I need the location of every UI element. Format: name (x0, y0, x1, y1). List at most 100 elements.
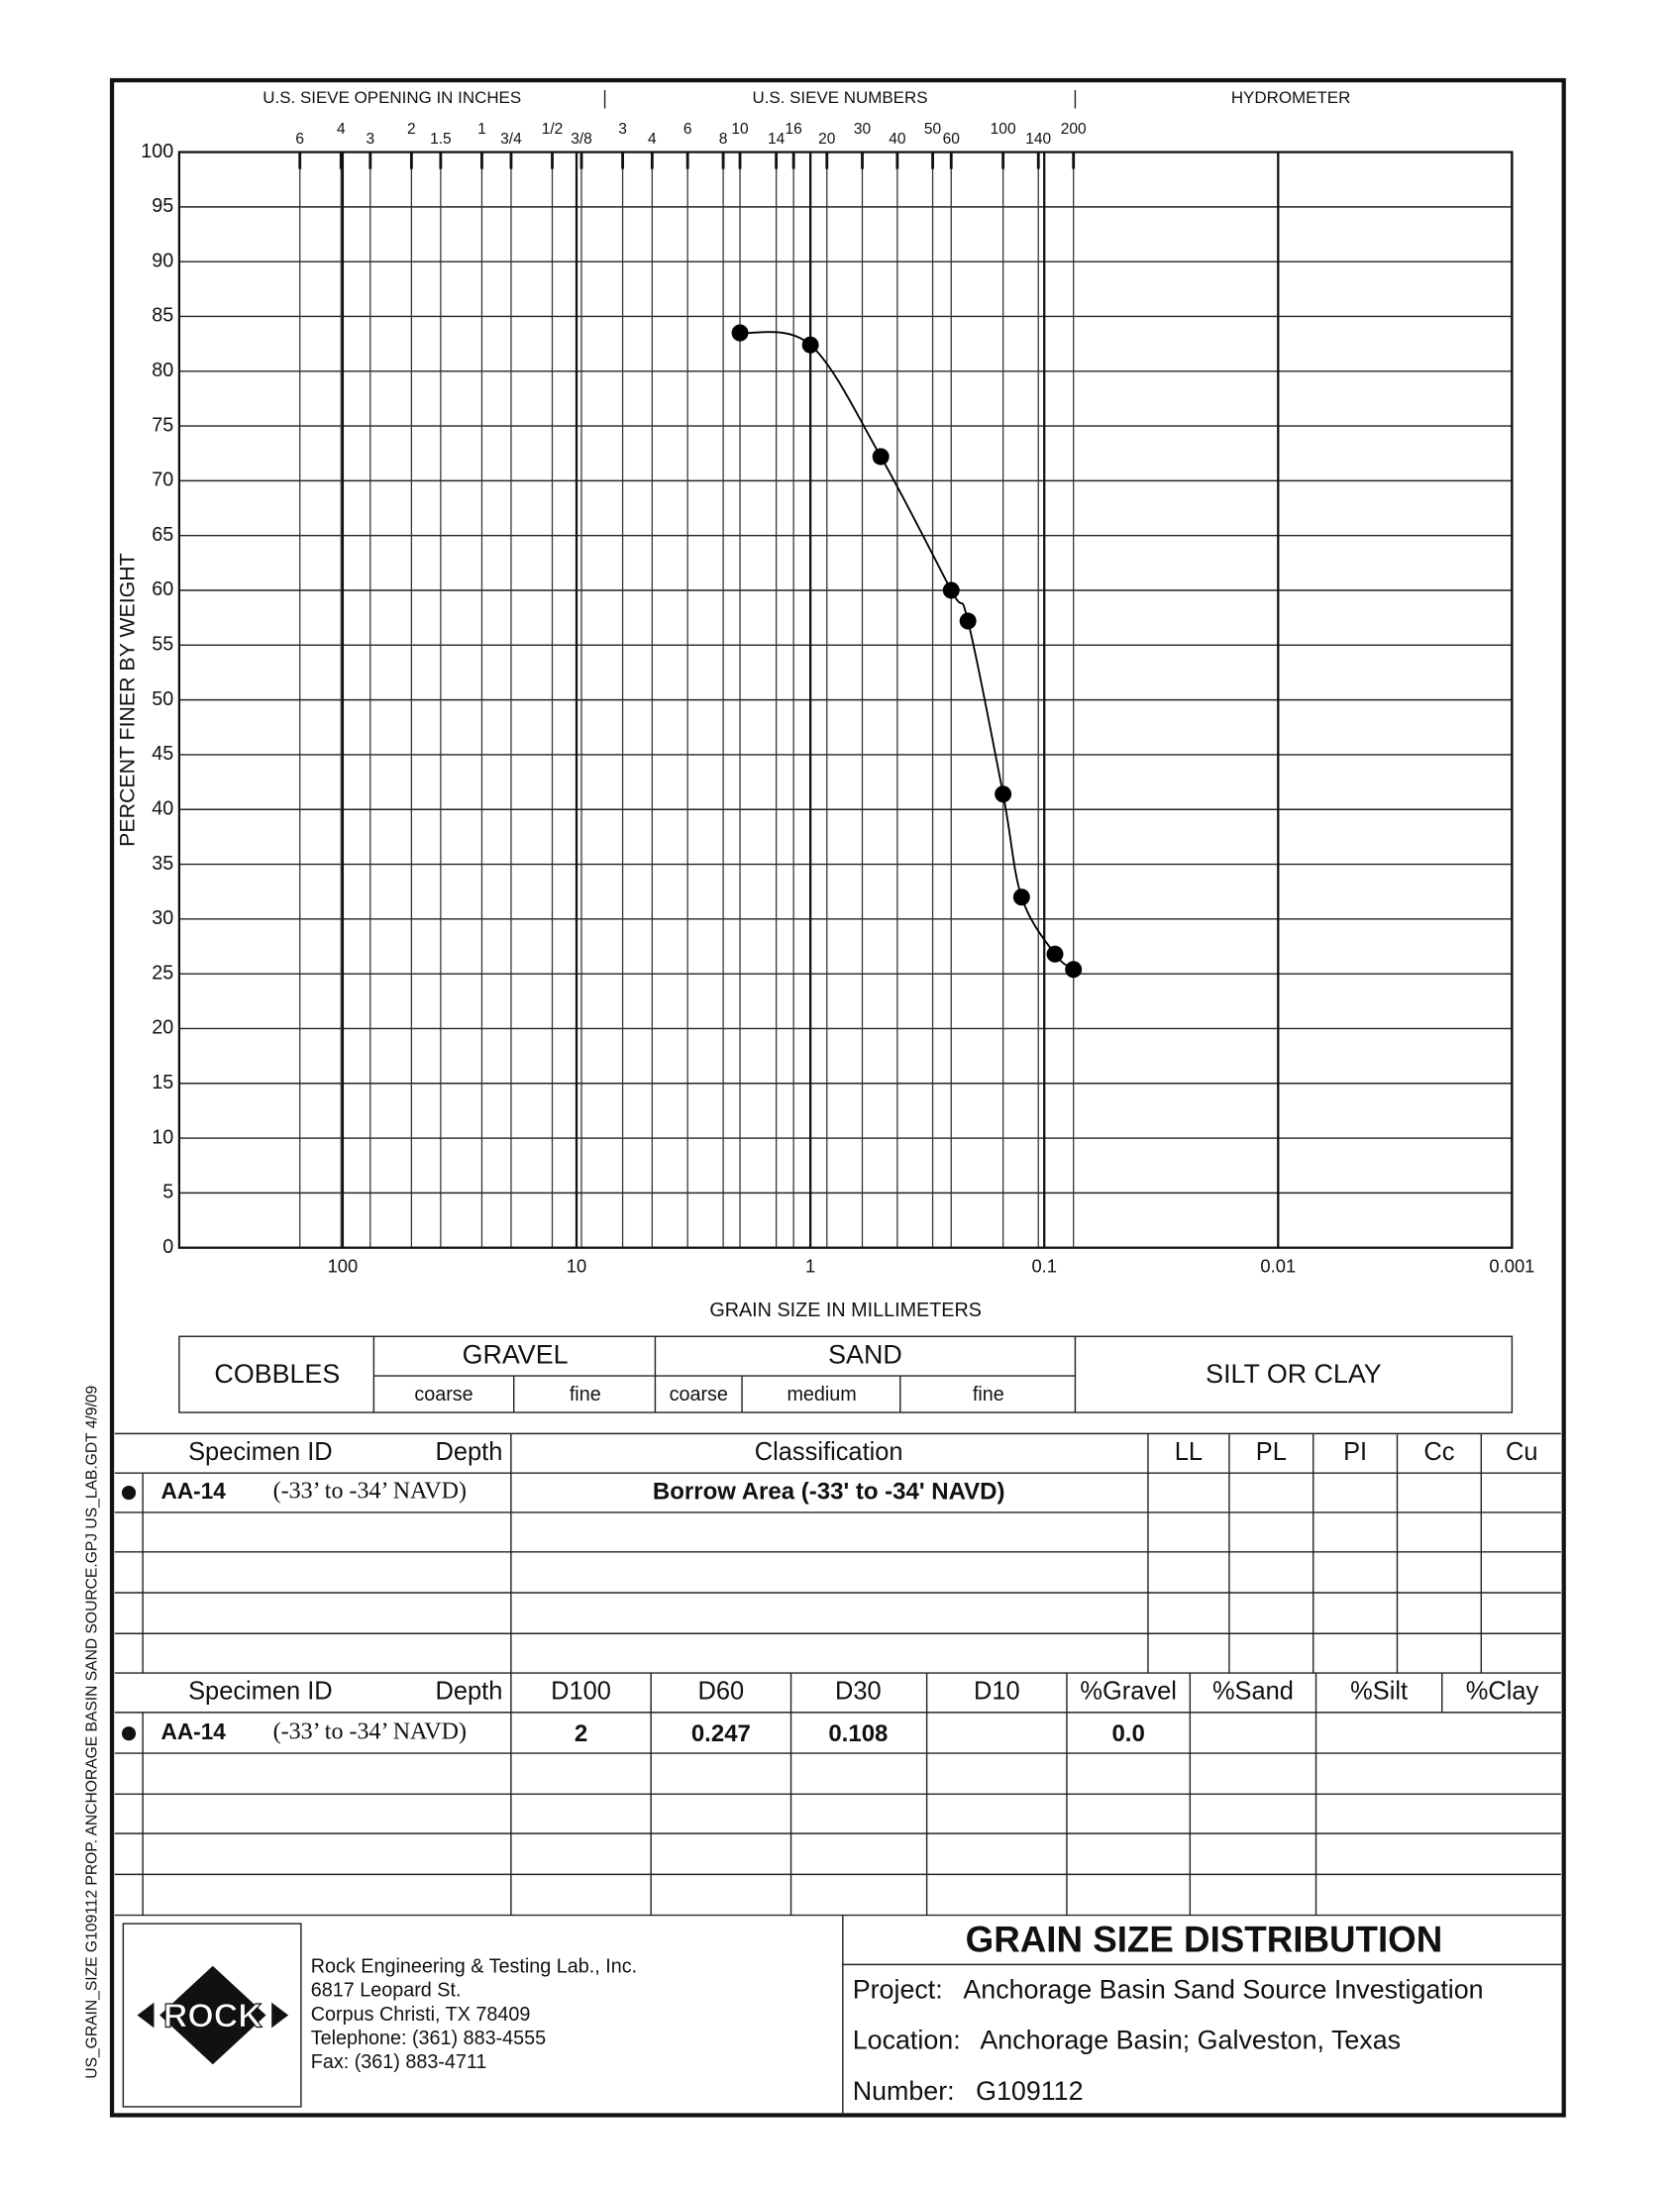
sieve-tick-label: 60 (943, 131, 961, 148)
table-header: Specimen ID (188, 1438, 333, 1466)
company-line: Rock Engineering & Testing Lab., Inc. (311, 1955, 637, 1977)
band-frame (178, 1335, 1514, 1413)
band-label: SAND (828, 1339, 902, 1369)
table-header: Cu (1506, 1438, 1538, 1466)
project: Anchorage Basin Sand Source Investigatio… (963, 1974, 1483, 2004)
location-label: Location: (853, 2026, 961, 2055)
top-header: U.S. SIEVE OPENING IN INCHES (262, 88, 521, 107)
table-header: %Sand (1212, 1678, 1294, 1706)
company-line: 6817 Leopard St. (311, 1980, 462, 2002)
specimen-id: AA-14 (161, 1718, 227, 1744)
classification-table: Specimen ID Depth Classification LL PL P… (114, 1432, 1561, 1674)
d30: 0.108 (828, 1720, 888, 1747)
sieve-tick-label: 10 (731, 121, 749, 138)
depth: (-33’ to -34’ NAVD) (273, 1719, 467, 1745)
band-label: SILT OR CLAY (1206, 1359, 1382, 1389)
x-tick-label: 0.1 (1031, 1255, 1057, 1276)
outer-frame (109, 77, 1566, 2118)
sieve-tick-label: 16 (786, 121, 802, 138)
y-tick-label: 100 (141, 141, 173, 162)
y-tick-label: 65 (152, 524, 173, 546)
y-tick-label: 35 (152, 853, 173, 875)
band-sublabel: fine (570, 1384, 601, 1406)
chart: 0510152025303540455055606570758085909510… (141, 121, 1534, 1277)
data-point (801, 336, 819, 354)
x-tick-label: 10 (567, 1255, 586, 1276)
y-tick-label: 0 (162, 1236, 173, 1258)
band-sublabel: fine (973, 1384, 1004, 1406)
table-header: Cc (1423, 1438, 1454, 1466)
x-axis-label: GRAIN SIZE IN MILLIMETERS (709, 1300, 982, 1321)
sieve-tick-label: 40 (889, 131, 906, 148)
y-axis-label: PERCENT FINER BY WEIGHT (116, 553, 140, 846)
sieve-tick-label: 3/4 (500, 131, 522, 148)
data-point (1046, 945, 1064, 963)
table-header: Specimen ID (188, 1678, 333, 1706)
report-title: GRAIN SIZE DISTRIBUTION (966, 1919, 1443, 1959)
y-tick-label: 90 (152, 250, 173, 271)
y-tick-label: 55 (152, 634, 173, 656)
y-tick-label: 70 (152, 469, 173, 491)
gradation-table: Specimen ID Depth D100 D60 D30 D10 %Grav… (114, 1673, 1561, 1917)
project-label: Project: (853, 1974, 943, 2004)
data-point (872, 448, 890, 466)
y-tick-label: 10 (152, 1126, 173, 1148)
table-header: PI (1343, 1438, 1367, 1466)
y-tick-label: 50 (152, 688, 173, 710)
company-line: Fax: (361) 883-4711 (311, 2051, 487, 2073)
d60: 0.247 (691, 1720, 751, 1747)
sieve-tick-label: 1.5 (430, 131, 452, 148)
band-sublabel: coarse (414, 1384, 472, 1406)
row-bullet (121, 1485, 137, 1501)
y-tick-label: 75 (152, 414, 173, 436)
table-header: LL (1175, 1438, 1203, 1466)
sieve-tick-label: 20 (818, 131, 836, 148)
row-bullet (121, 1726, 137, 1741)
sieve-tick-label: 200 (1061, 121, 1087, 138)
footer: ROCK Rock Engineering & Testing Lab., In… (122, 1915, 1564, 2116)
table-header: %Gravel (1080, 1678, 1176, 1706)
table-header: PL (1256, 1438, 1287, 1466)
data-point (942, 581, 960, 599)
x-tick-label: 100 (328, 1255, 359, 1276)
sieve-tick-label: 6 (295, 131, 304, 148)
margin-note: US_GRAIN_SIZE G109112 PROP. ANCHORAGE BA… (83, 1386, 100, 2079)
logo-box (122, 1923, 302, 2108)
logo-arrow (137, 2002, 155, 2029)
table-header: Classification (755, 1438, 903, 1466)
sieve-tick-label: 3 (618, 121, 627, 138)
sieve-tick-label: 1/2 (542, 121, 564, 138)
table-header: Depth (436, 1438, 503, 1466)
sieve-tick-label: 2 (407, 121, 416, 138)
x-tick-label: 0.01 (1260, 1255, 1296, 1276)
data-point (995, 785, 1012, 803)
x-tick-label: 0.001 (1489, 1255, 1534, 1276)
logo-diamond (159, 1965, 266, 2065)
logo-arrow (271, 2002, 289, 2029)
plot-frame (177, 151, 1514, 1249)
company-line: Telephone: (361) 883-4555 (311, 2028, 546, 2049)
top-header: HYDROMETER (1231, 88, 1351, 107)
sieve-tick-label: 8 (719, 131, 728, 148)
y-tick-label: 95 (152, 195, 173, 217)
sieve-tick-label: 4 (337, 121, 346, 138)
sieve-tick-label: 14 (768, 131, 786, 148)
sieve-tick-label: 100 (991, 121, 1016, 138)
logo-text: ROCK (163, 1997, 262, 2034)
data-point (1065, 961, 1083, 979)
top-header: U.S. SIEVE NUMBERS (752, 88, 927, 107)
y-tick-label: 80 (152, 360, 173, 381)
y-tick-label: 45 (152, 743, 173, 765)
y-tick-label: 15 (152, 1072, 173, 1094)
gravel-percent: 0.0 (1111, 1720, 1144, 1747)
table-header: D10 (974, 1678, 1020, 1706)
soil-band: COBBLES GRAVEL coarse fine SAND coarse m… (178, 1335, 1514, 1413)
sieve-tick-label: 3 (366, 131, 374, 148)
band-label: GRAVEL (463, 1339, 569, 1369)
company-line: Corpus Christi, TX 78409 (311, 2004, 531, 2026)
sieve-tick-label: 4 (648, 131, 657, 148)
depth: (-33’ to -34’ NAVD) (273, 1479, 467, 1505)
number: G109112 (976, 2076, 1083, 2106)
